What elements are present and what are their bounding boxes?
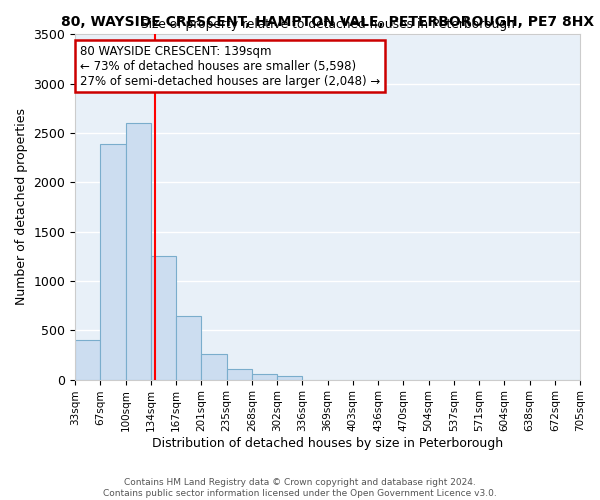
Bar (277, 376, 302, 380)
Bar (176, 316, 202, 380)
Title: 80, WAYSIDE CRESCENT, HAMPTON VALE, PETERBOROUGH, PE7 8HX: 80, WAYSIDE CRESCENT, HAMPTON VALE, PETE… (61, 15, 594, 29)
Bar (125, 123, 151, 380)
Y-axis label: Number of detached properties: Number of detached properties (15, 108, 28, 306)
Text: 80 WAYSIDE CRESCENT: 139sqm
← 73% of detached houses are smaller (5,598)
27% of : 80 WAYSIDE CRESCENT: 139sqm ← 73% of det… (80, 44, 380, 88)
Text: Contains HM Land Registry data © Crown copyright and database right 2024.
Contai: Contains HM Land Registry data © Crown c… (103, 478, 497, 498)
Bar (100, 144, 125, 380)
Bar (202, 354, 227, 380)
Bar (227, 368, 252, 380)
Bar (252, 374, 277, 380)
Bar (151, 256, 176, 380)
Text: Size of property relative to detached houses in Peterborough: Size of property relative to detached ho… (140, 18, 515, 31)
Bar (75, 340, 100, 380)
X-axis label: Distribution of detached houses by size in Peterborough: Distribution of detached houses by size … (152, 437, 503, 450)
